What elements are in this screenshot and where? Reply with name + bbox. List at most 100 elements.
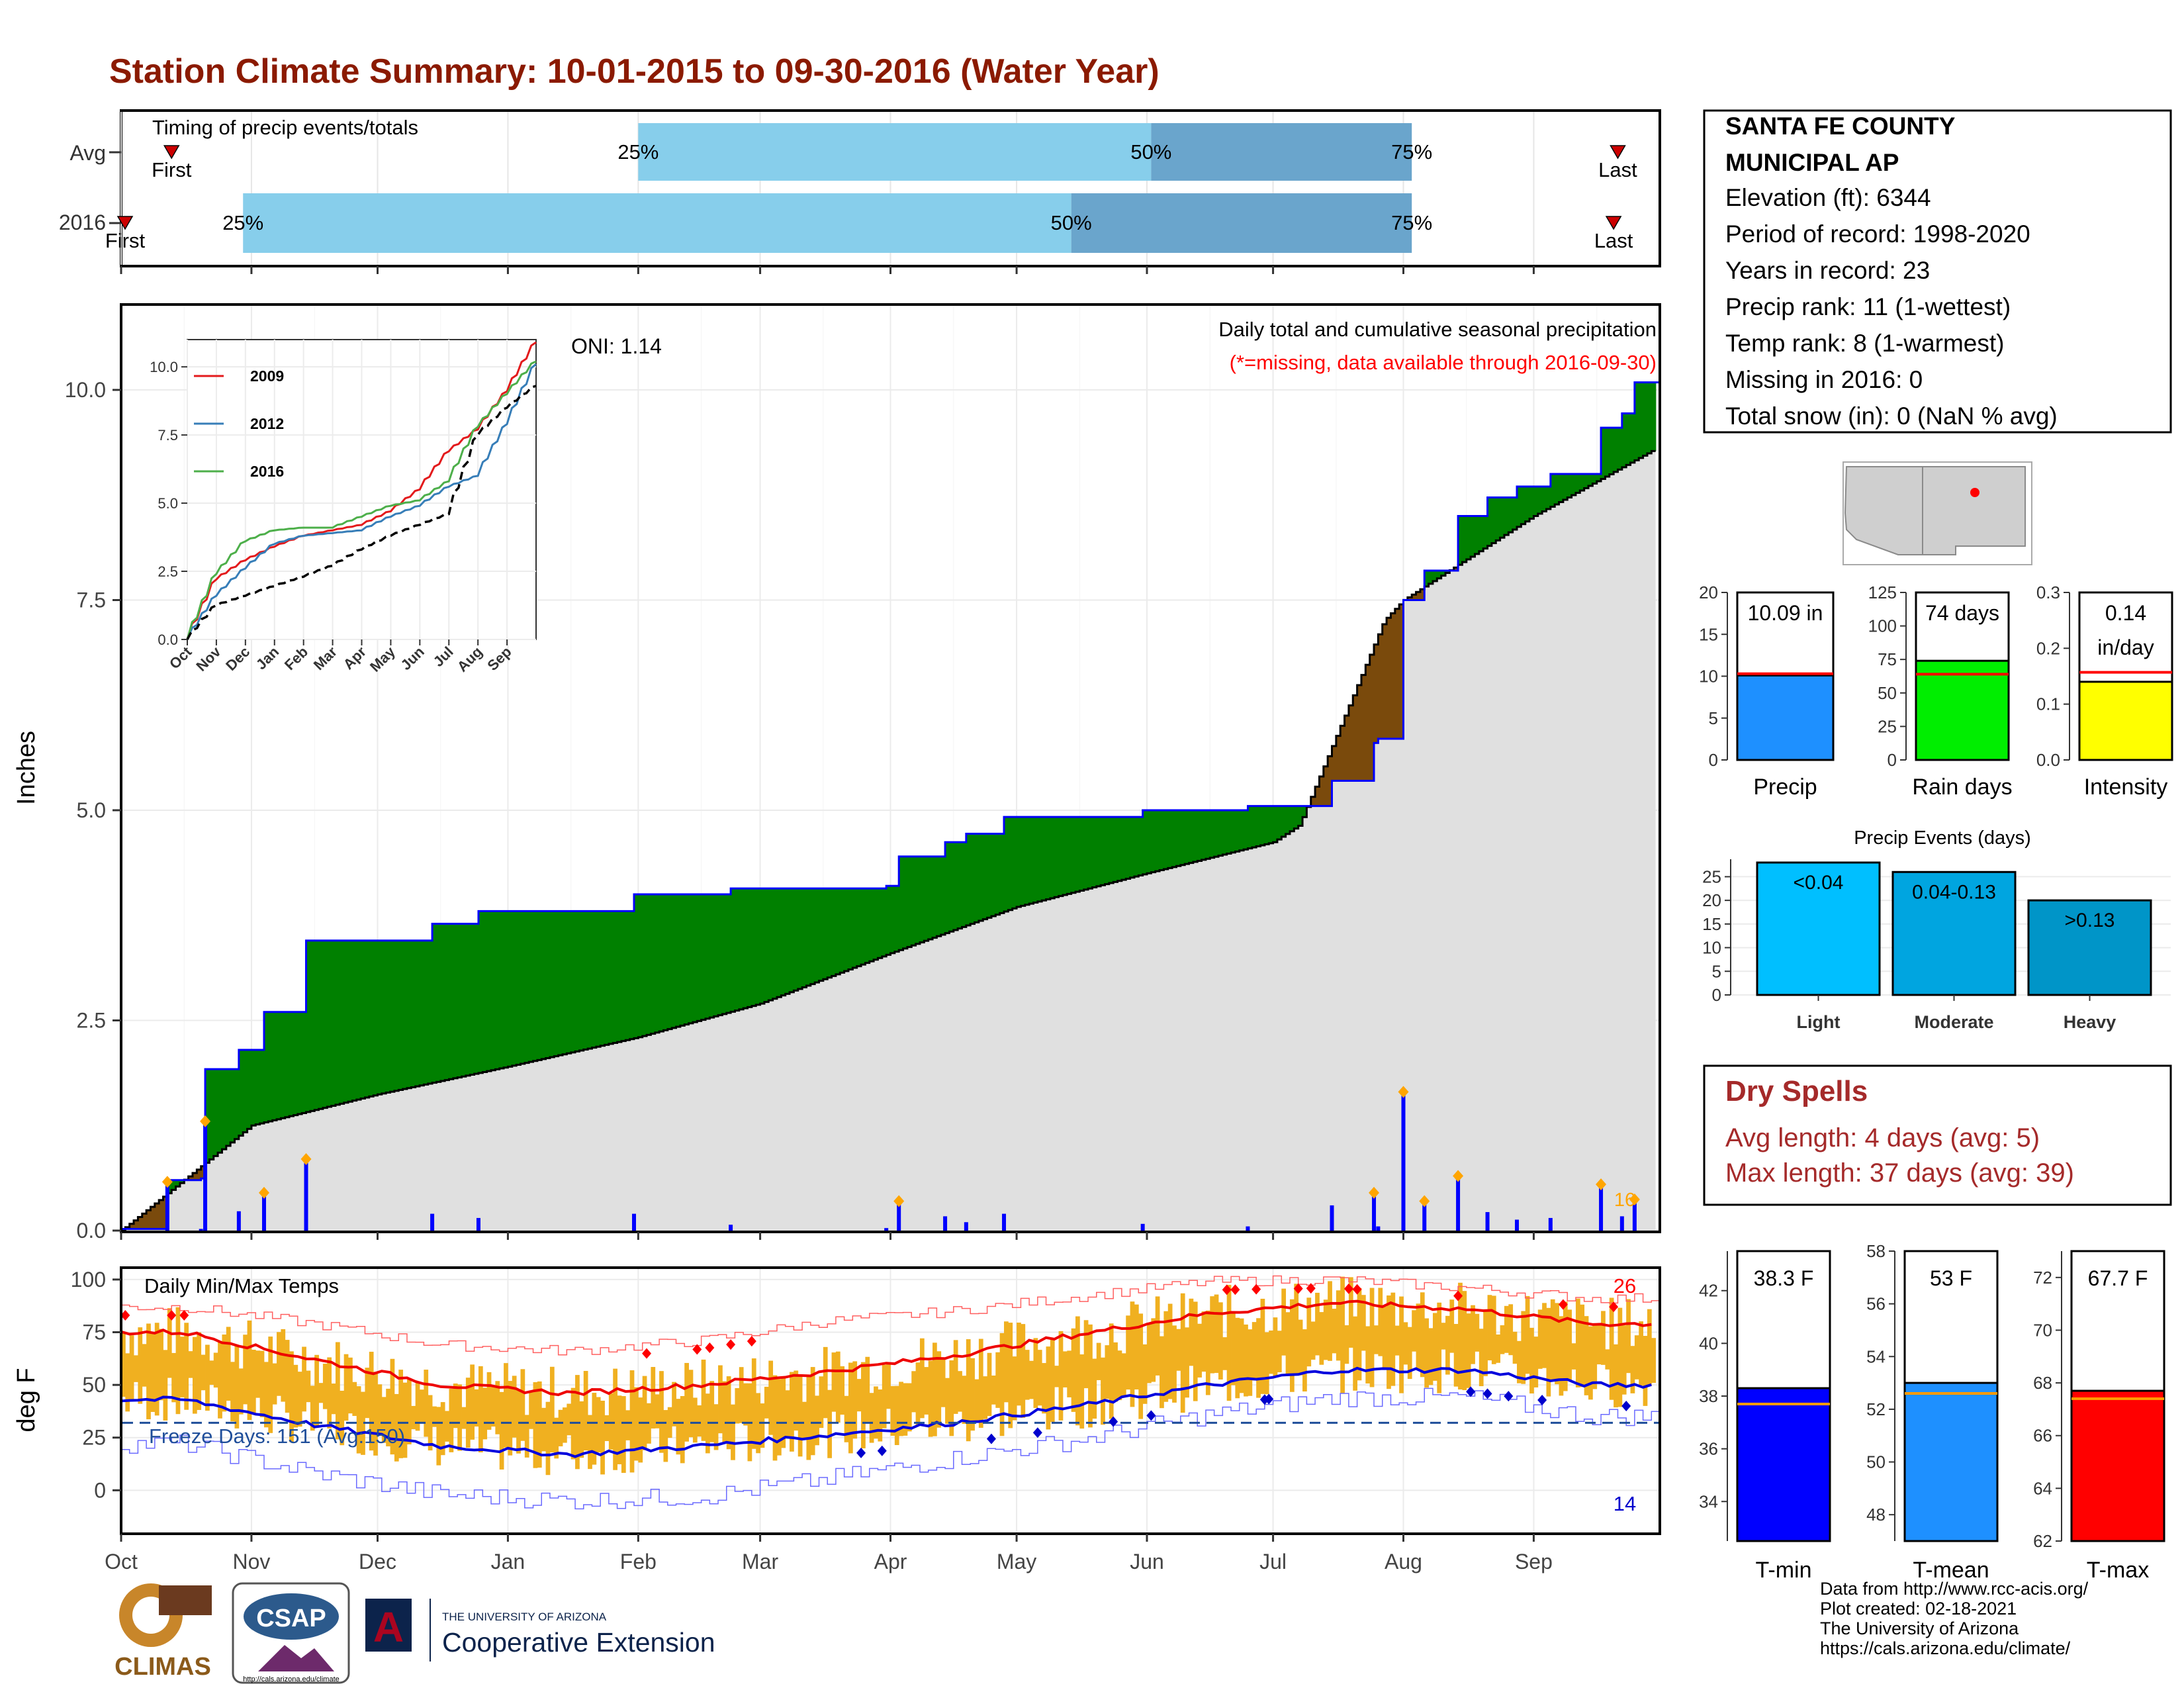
daily-precip-bar [203, 1121, 208, 1231]
above-average-area [760, 888, 765, 1004]
above-average-area [428, 940, 433, 1084]
daily-temp-range-bar [697, 1405, 702, 1437]
daily-temp-range-bar [272, 1363, 277, 1405]
above-average-area [575, 911, 580, 1052]
daily-temp-range-bar [293, 1364, 298, 1428]
daily-precip-bar [1485, 1212, 1490, 1231]
above-average-area [978, 833, 983, 921]
daily-temp-range-bar [302, 1346, 306, 1412]
tmin-bar: 34 36 38 40 42 38.3 F T-min [1699, 1250, 1831, 1583]
record-low-marker [1482, 1388, 1492, 1399]
record-high-marker [122, 1310, 130, 1321]
above-average-area [394, 940, 399, 1091]
daily-temp-range-bar [1012, 1356, 1017, 1421]
ua-logo-mark-back [365, 1599, 412, 1652]
below-average-area [1378, 634, 1383, 739]
daily-temp-range-bar [1244, 1324, 1248, 1397]
daily-temp-range-bar [735, 1387, 740, 1424]
daily-temp-range-bar [844, 1395, 849, 1442]
daily-temp-range-bar [1336, 1290, 1341, 1361]
daily-temp-range-bar [541, 1407, 546, 1452]
heavy-event-marker [1453, 1170, 1464, 1182]
above-average-area [1504, 497, 1509, 536]
daily-temp-range-bar [386, 1388, 390, 1446]
below-average-area [134, 1220, 139, 1229]
month-tick-label: Nov [232, 1550, 270, 1573]
above-average-area [726, 894, 731, 1013]
below-average-area [1407, 597, 1412, 600]
daily-temp-range-bar [1054, 1366, 1059, 1387]
daily-temp-range-bar [263, 1362, 269, 1428]
temp-y-tick-label: 50 [82, 1373, 106, 1397]
daily-temp-range-bar [726, 1376, 731, 1450]
above-average-area [1281, 806, 1287, 837]
above-average-area [1193, 810, 1198, 863]
daily-temp-range-bar [1218, 1302, 1223, 1380]
above-average-area [1075, 817, 1080, 892]
daily-temp-range-bar [361, 1391, 365, 1455]
above-average-area [958, 842, 963, 929]
daily-temp-range-bar [567, 1403, 572, 1436]
daily-temp-range-bar [1453, 1324, 1459, 1387]
above-average-area [911, 856, 917, 946]
daily-temp-range-bar [579, 1401, 584, 1458]
inset-y-tick-label: 2.5 [158, 563, 178, 580]
credit-line-url: https://cals.arizona.edu/climate/ [1820, 1638, 2071, 1658]
daily-temp-range-bar [999, 1333, 1005, 1436]
daily-temp-range-bar [1021, 1324, 1026, 1418]
daily-temp-range-bar [1163, 1311, 1169, 1402]
above-average-area [1555, 474, 1560, 504]
above-average-area [1222, 810, 1228, 855]
above-average-area [398, 940, 404, 1090]
daily-temp-range-bar [1079, 1354, 1085, 1429]
daily-temp-range-bar [1134, 1304, 1139, 1389]
above-average-area [1024, 817, 1030, 905]
above-average-area [756, 888, 761, 1005]
above-average-area [289, 1011, 295, 1117]
above-average-area [377, 940, 383, 1095]
above-average-area [1264, 806, 1269, 845]
events-y-tick-label: 20 [1702, 890, 1721, 910]
above-average-area [218, 1069, 223, 1153]
daily-temp-range-bar [886, 1362, 891, 1409]
daily-temp-range-bar [310, 1385, 315, 1431]
temp-bar-tick-label: 70 [2033, 1320, 2052, 1340]
below-average-area [1394, 608, 1400, 739]
above-average-area [440, 923, 445, 1081]
daily-temp-range-bar [1496, 1334, 1501, 1363]
daily-temp-range-bar [457, 1384, 462, 1451]
events-bar [2027, 899, 2152, 996]
below-average-area [1374, 644, 1379, 743]
daily-precip-bar [1330, 1205, 1334, 1231]
above-average-area [1012, 817, 1017, 909]
above-average-area [949, 842, 954, 932]
above-average-area [625, 911, 631, 1041]
daily-precip-bar [1456, 1176, 1461, 1231]
above-average-area [1294, 806, 1299, 829]
daily-temp-range-bar [613, 1368, 617, 1470]
daily-temp-range-bar [377, 1384, 383, 1436]
daily-precip-bar [1515, 1219, 1520, 1231]
daily-temp-range-bar [1332, 1309, 1337, 1354]
temp-bar-category-label: T-min [1756, 1558, 1812, 1583]
temp-bar-tick-label: 64 [2033, 1478, 2052, 1498]
daily-precip-bar [1372, 1192, 1377, 1231]
daily-temp-range-bar [1130, 1301, 1135, 1407]
record-low-count: 14 [1614, 1492, 1636, 1515]
record-high-marker [642, 1348, 652, 1359]
above-average-area [1521, 487, 1526, 524]
above-average-area [776, 888, 782, 998]
daily-precip-bar [897, 1201, 901, 1231]
above-average-area [886, 886, 891, 955]
daily-temp-range-bar [680, 1395, 685, 1464]
below-average-area [1344, 716, 1349, 781]
daily-temp-range-bar [1269, 1330, 1273, 1374]
below-average-area [1328, 756, 1333, 806]
inset-y-tick-label: 0.0 [158, 632, 178, 648]
daily-temp-range-bar [1529, 1327, 1534, 1394]
station-info-frame [1703, 109, 2172, 434]
above-average-area [974, 833, 979, 923]
record-high-marker [1343, 1283, 1353, 1294]
above-average-area [1021, 817, 1026, 906]
daily-temp-range-bar [1630, 1346, 1635, 1393]
